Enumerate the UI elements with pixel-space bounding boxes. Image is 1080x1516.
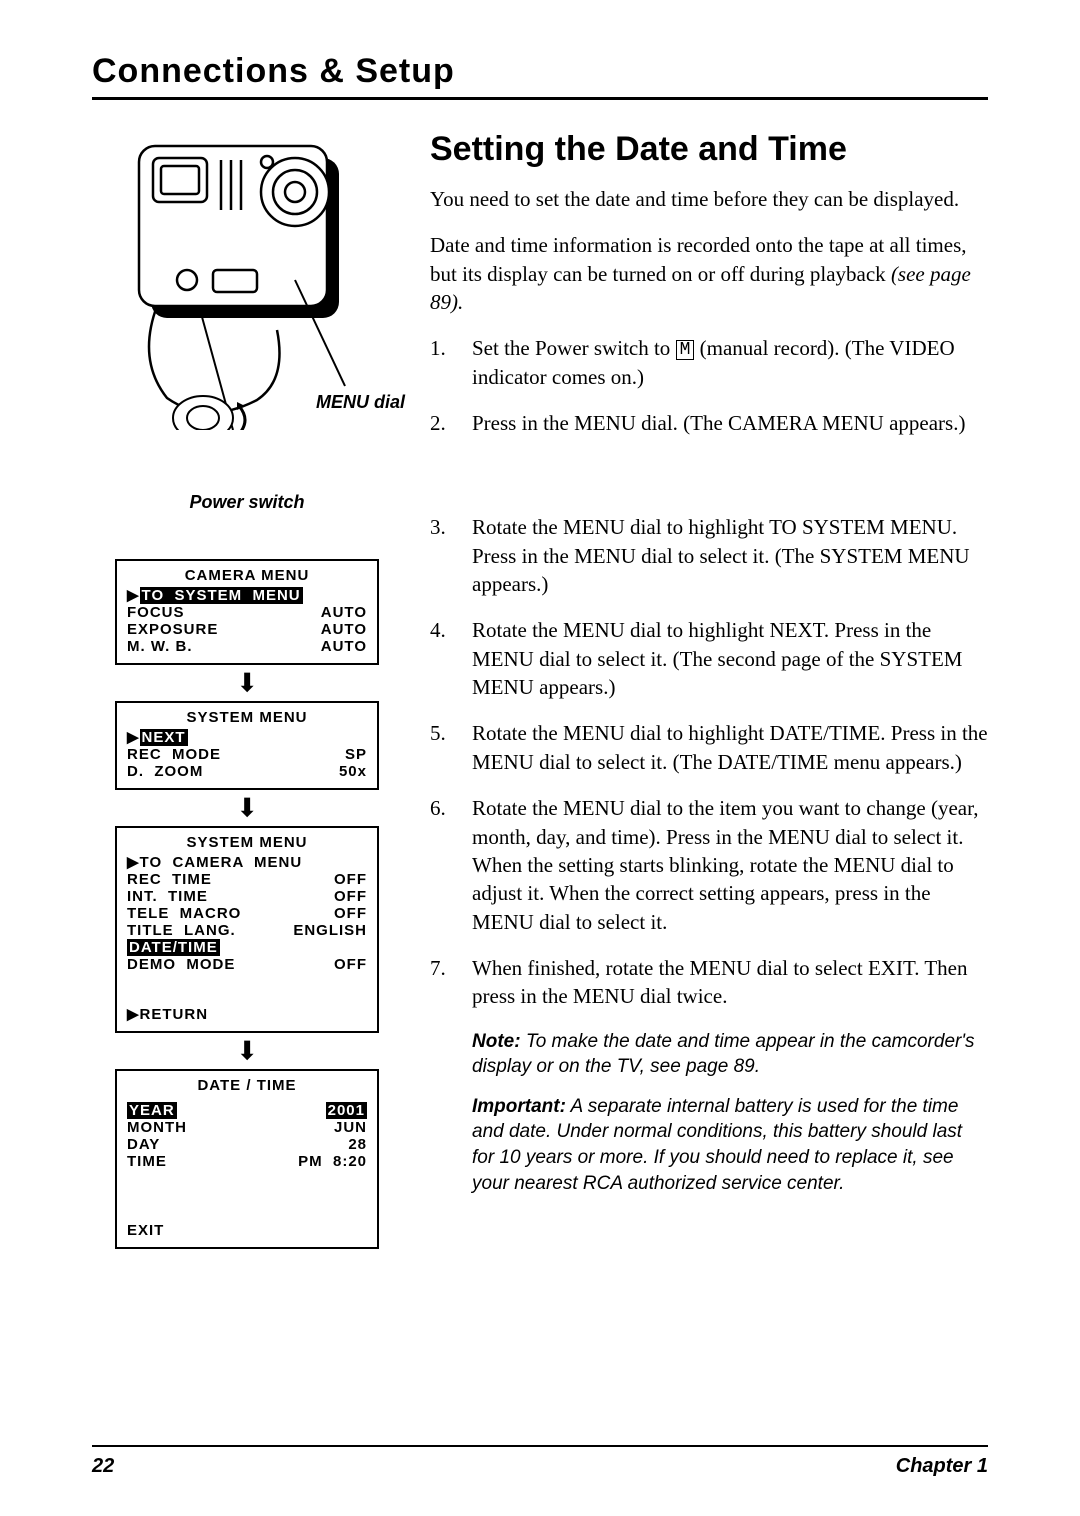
content-columns: MENU dial Power switch CAMERA MENU ▶TO S… [92,130,988,1253]
power-switch-label: Power switch [92,492,402,513]
menu-row: TELE MACROOFF [127,905,367,922]
menu-row: TIMEPM 8:20 [127,1153,367,1170]
menu-row: M. W. B.AUTO [127,638,367,655]
page-header-title: Connections & Setup [92,52,988,91]
page-footer: 22 Chapter 1 [92,1445,988,1478]
step-1: 1. Set the Power switch to M (manual rec… [430,334,988,391]
menu-title: SYSTEM MENU [127,709,367,726]
system-menu-2-screenshot: SYSTEM MENU ▶TO CAMERA MENU REC TIMEOFF … [115,826,379,1033]
camcorder-illustration: MENU dial [117,130,377,430]
m-icon: M [676,340,695,360]
page-number: 22 [92,1455,114,1478]
note-paragraph: Note: To make the date and time appear i… [472,1029,988,1080]
menu-return: ▶RETURN [127,1005,367,1023]
step-2: 2. Press in the MENU dial. (The CAMERA M… [430,409,988,437]
camcorder-svg [117,130,377,430]
menu-row: DEMO MODEOFF [127,956,367,973]
menu-row: D. ZOOM50x [127,763,367,780]
menu-row: MONTHJUN [127,1119,367,1136]
menu-row: FOCUSAUTO [127,604,367,621]
chapter-label: Chapter 1 [896,1455,988,1478]
menu-row: REC MODESP [127,746,367,763]
menu-row: DAY28 [127,1136,367,1153]
menu-title: CAMERA MENU [127,567,367,584]
step-7: 7. When finished, rotate the MENU dial t… [430,954,988,1011]
arrow-down-icon: ➡ [234,1037,260,1063]
menu-row: TITLE LANG.ENGLISH [127,922,367,939]
menu-row: ▶NEXT [127,728,367,746]
menu-row: INT. TIMEOFF [127,888,367,905]
important-paragraph: Important: A separate internal battery i… [472,1094,988,1197]
camera-menu-screenshot: CAMERA MENU ▶TO SYSTEM MENU FOCUSAUTO EX… [115,559,379,665]
menu-row: EXPOSUREAUTO [127,621,367,638]
menu-row: ▶TO SYSTEM MENU [127,586,367,604]
step-4: 4. Rotate the MENU dial to highlight NEX… [430,616,988,701]
menu-row: DATE/TIME [127,939,367,956]
menu-row: REC TIMEOFF [127,871,367,888]
system-menu-1-screenshot: SYSTEM MENU ▶NEXT REC MODESP D. ZOOM50x [115,701,379,790]
section-title: Setting the Date and Time [430,130,988,169]
step-5: 5. Rotate the MENU dial to highlight DAT… [430,719,988,776]
step-3: 3. Rotate the MENU dial to highlight TO … [430,513,988,598]
intro-paragraph-1: You need to set the date and time before… [430,185,988,213]
intro-paragraph-2: Date and time information is recorded on… [430,231,988,316]
right-column: Setting the Date and Time You need to se… [430,130,988,1253]
steps-list-cont: 3. Rotate the MENU dial to highlight TO … [430,513,988,1010]
step-6: 6. Rotate the MENU dial to the item you … [430,794,988,936]
menu-row: ▶TO CAMERA MENU [127,853,367,871]
menu-row: YEAR2001 [127,1102,367,1119]
datetime-menu-screenshot: DATE / TIME YEAR2001 MONTHJUN DAY28 TIME… [115,1069,379,1249]
arrow-down-icon: ➡ [234,794,260,820]
menu-title: DATE / TIME [127,1077,367,1094]
steps-list: 1. Set the Power switch to M (manual rec… [430,334,988,437]
page-header: Connections & Setup [92,52,988,100]
menu-title: SYSTEM MENU [127,834,367,851]
menu-exit: EXIT [127,1222,367,1239]
spacer [430,455,988,513]
left-column: MENU dial Power switch CAMERA MENU ▶TO S… [92,130,402,1253]
arrow-down-icon: ➡ [234,669,260,695]
menu-dial-label: MENU dial [316,392,405,413]
